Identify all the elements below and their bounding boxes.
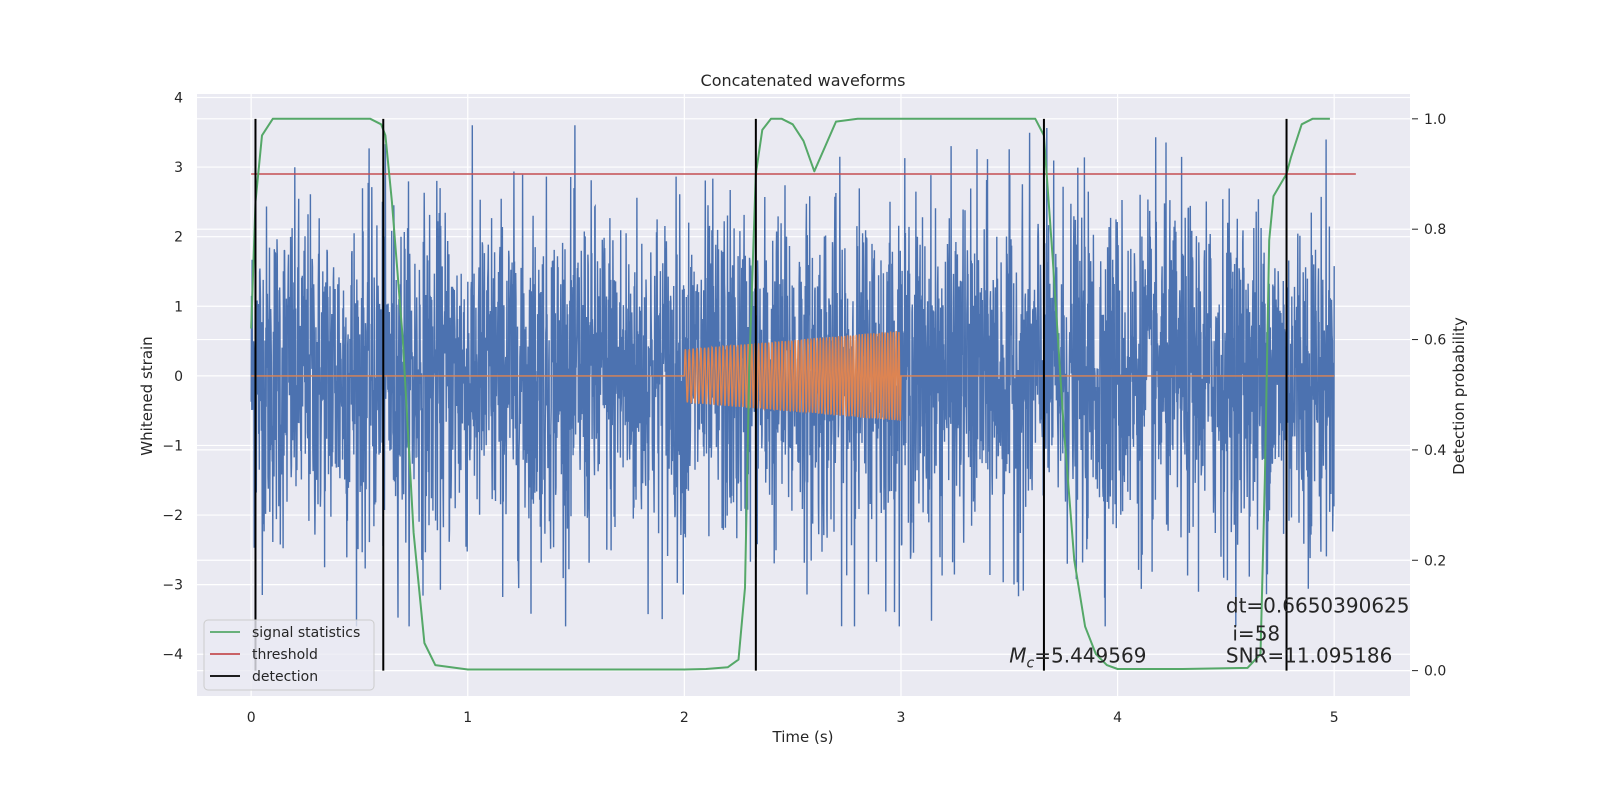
legend-label-detection: detection [252,669,318,685]
y-left-tick-label: −1 [162,438,183,454]
y-left-tick-label: −4 [162,647,183,663]
y-right-tick-label: 0.8 [1424,222,1446,238]
injected-waveform-line [251,330,1335,421]
x-tick-label: 1 [463,710,472,726]
annotation-text: SNR=11.095186 [1226,643,1392,667]
y-right-tick-label: 0.2 [1424,553,1446,569]
legend-label-threshold: threshold [252,647,318,663]
y-left-tick-label: −2 [162,508,183,524]
annotation-text: i=58 [1232,621,1280,645]
y-left-tick-label: 2 [174,230,183,246]
legend-label-signal-statistics: signal statistics [252,625,360,641]
y-right-tick-label: 0.6 [1424,333,1446,349]
y-left-tick-label: 0 [174,369,183,385]
y-right-tick-label: 1.0 [1424,112,1446,128]
signal-statistics-line [250,117,1330,671]
y-left-tick-label: 3 [174,160,183,176]
annotation-text: dt=0.6650390625 [1226,594,1410,618]
x-tick-label: 2 [680,710,689,726]
y-left-tick-label: 1 [174,299,183,315]
x-tick-label: 4 [1113,710,1122,726]
chart-title: Concatenated waveforms [701,71,906,90]
legend: signal statistics threshold detection [203,619,375,691]
x-axis-label: Time (s) [772,728,834,746]
axes: 0 1 2 3 4 5 −4 −3 −2 −1 0 1 2 3 4 0.0 0.2 0.4 0.6 0.8 1.0 [162,90,1446,726]
y-right-tick-label: 0.0 [1424,664,1446,680]
y-left-tick-label: −3 [162,578,183,594]
y-right-tick-label: 0.4 [1424,443,1446,459]
x-tick-label: 0 [247,710,256,726]
y-axis-left-label: Whitened strain [138,336,156,455]
annotation-text: Mc=5.449569 [1009,643,1146,671]
plot-series [250,117,1356,671]
x-tick-label: 5 [1330,710,1339,726]
legend-frame [203,619,375,691]
y-left-tick-label: 4 [174,90,183,106]
x-tick-label: 3 [897,710,906,726]
strain-noise-line [250,125,1335,627]
y-axis-right-label: Detection probability [1450,317,1468,475]
